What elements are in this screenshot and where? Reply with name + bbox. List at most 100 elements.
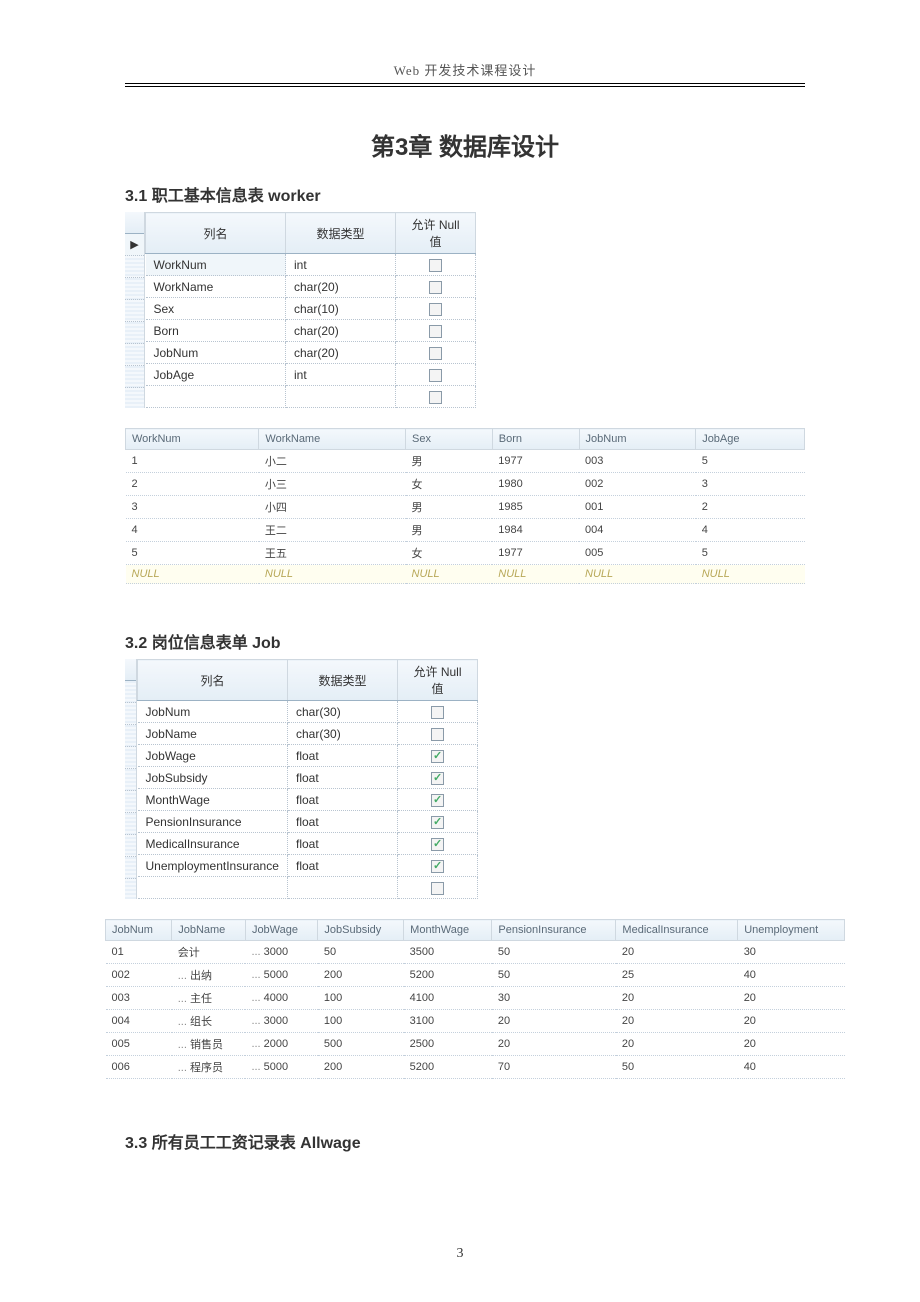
schema-col-name: UnemploymentInsurance <box>138 855 288 877</box>
schema-col-type: char(10) <box>286 298 396 320</box>
grid-cell: ... 组长 <box>172 1010 246 1033</box>
grid-cell: 005 <box>106 1033 172 1056</box>
grid-cell: 5 <box>696 542 805 565</box>
grid-cell: 004 <box>579 519 696 542</box>
schema-col-type: char(20) <box>286 342 396 364</box>
grid-column-header: JobWage <box>245 920 317 941</box>
grid-column-header: Unemployment <box>738 920 845 941</box>
grid-cell: 女 <box>406 542 493 565</box>
grid-column-header: MonthWage <box>404 920 492 941</box>
schema-col-type: char(20) <box>286 320 396 342</box>
grid-cell: 4100 <box>404 987 492 1010</box>
grid-cell: NULL <box>126 565 259 584</box>
grid-cell: 002 <box>106 964 172 987</box>
grid-cell: 3 <box>696 473 805 496</box>
job-schema-table: 列名数据类型允许 Null 值JobNumchar(30)JobNamechar… <box>125 659 805 899</box>
checkbox-icon <box>431 882 444 895</box>
grid-cell: ... 3000 <box>245 941 317 964</box>
grid-column-header: JobName <box>172 920 246 941</box>
grid-cell: 男 <box>406 450 493 473</box>
grid-column-header: JobNum <box>579 429 696 450</box>
grid-cell: 20 <box>738 1010 845 1033</box>
grid-cell: 1977 <box>492 450 579 473</box>
schema-col-null <box>398 833 478 855</box>
grid-cell: 200 <box>318 1056 404 1079</box>
schema-col-null <box>398 767 478 789</box>
grid-cell: 100 <box>318 987 404 1010</box>
schema-column-header: 列名 <box>138 660 288 701</box>
schema-column-header: 数据类型 <box>288 660 398 701</box>
schema-col-null <box>396 254 476 276</box>
schema-col-null <box>398 811 478 833</box>
schema-col-type: int <box>286 254 396 276</box>
grid-cell: 小二 <box>259 450 406 473</box>
schema-col-name: JobAge <box>146 364 286 386</box>
schema-column-header: 数据类型 <box>286 213 396 254</box>
grid-cell: NULL <box>406 565 493 584</box>
schema-col-null <box>398 877 478 899</box>
grid-cell: 500 <box>318 1033 404 1056</box>
checkbox-icon <box>431 772 444 785</box>
schema-col-null <box>396 386 476 408</box>
grid-column-header: Sex <box>406 429 493 450</box>
schema-col-type: char(30) <box>288 723 398 745</box>
checkbox-icon <box>429 259 442 272</box>
schema-col-name: Sex <box>146 298 286 320</box>
grid-cell: 2 <box>126 473 259 496</box>
grid-cell: 1984 <box>492 519 579 542</box>
grid-cell: 50 <box>616 1056 738 1079</box>
grid-cell: 王二 <box>259 519 406 542</box>
grid-cell: 20 <box>616 987 738 1010</box>
table-row: 01会计... 3000503500502030 <box>106 941 845 964</box>
schema-col-type: float <box>288 767 398 789</box>
grid-cell: 小四 <box>259 496 406 519</box>
schema-col-name: MonthWage <box>138 789 288 811</box>
grid-column-header: Born <box>492 429 579 450</box>
grid-cell: 4 <box>126 519 259 542</box>
section-heading-31: 3.1 职工基本信息表 worker <box>125 182 805 206</box>
checkbox-icon <box>431 706 444 719</box>
grid-cell: 20 <box>738 1033 845 1056</box>
grid-cell: ... 5000 <box>245 1056 317 1079</box>
grid-cell: 004 <box>106 1010 172 1033</box>
schema-col-null <box>398 723 478 745</box>
schema-col-null <box>396 298 476 320</box>
table-row: 002... 出纳... 50002005200502540 <box>106 964 845 987</box>
running-header: Web 开发技术课程设计 <box>125 60 805 84</box>
schema-column-header: 列名 <box>146 213 286 254</box>
grid-cell: 20 <box>492 1033 616 1056</box>
schema-col-type: float <box>288 745 398 767</box>
grid-cell: NULL <box>492 565 579 584</box>
grid-cell: ... 5000 <box>245 964 317 987</box>
grid-cell: 女 <box>406 473 493 496</box>
grid-cell: 30 <box>738 941 845 964</box>
chapter-title: 第3章 数据库设计 <box>125 127 805 162</box>
grid-cell: 5200 <box>404 964 492 987</box>
table-row: 004... 组长... 30001003100202020 <box>106 1010 845 1033</box>
schema-col-name: JobWage <box>138 745 288 767</box>
grid-cell: 男 <box>406 519 493 542</box>
checkbox-icon <box>429 347 442 360</box>
worker-schema-table: ▶ 列名数据类型允许 Null 值WorkNumintWorkNamechar(… <box>125 212 805 408</box>
table-row: 4王二男19840044 <box>126 519 805 542</box>
grid-cell: 20 <box>616 1033 738 1056</box>
schema-col-name: JobNum <box>146 342 286 364</box>
schema-col-null <box>396 364 476 386</box>
grid-cell: 5200 <box>404 1056 492 1079</box>
grid-cell: 20 <box>616 1010 738 1033</box>
table-row: 2小三女19800023 <box>126 473 805 496</box>
grid-cell: NULL <box>696 565 805 584</box>
grid-cell: 1977 <box>492 542 579 565</box>
grid-cell: 50 <box>318 941 404 964</box>
table-row: 1小二男19770035 <box>126 450 805 473</box>
grid-cell: 王五 <box>259 542 406 565</box>
checkbox-icon <box>431 860 444 873</box>
grid-cell: 1985 <box>492 496 579 519</box>
grid-cell: 006 <box>106 1056 172 1079</box>
schema-col-null <box>396 320 476 342</box>
grid-cell: 50 <box>492 964 616 987</box>
grid-cell: ... 3000 <box>245 1010 317 1033</box>
checkbox-icon <box>431 794 444 807</box>
document-page: Web 开发技术课程设计 第3章 数据库设计 3.1 职工基本信息表 worke… <box>0 0 920 1302</box>
grid-column-header: JobSubsidy <box>318 920 404 941</box>
